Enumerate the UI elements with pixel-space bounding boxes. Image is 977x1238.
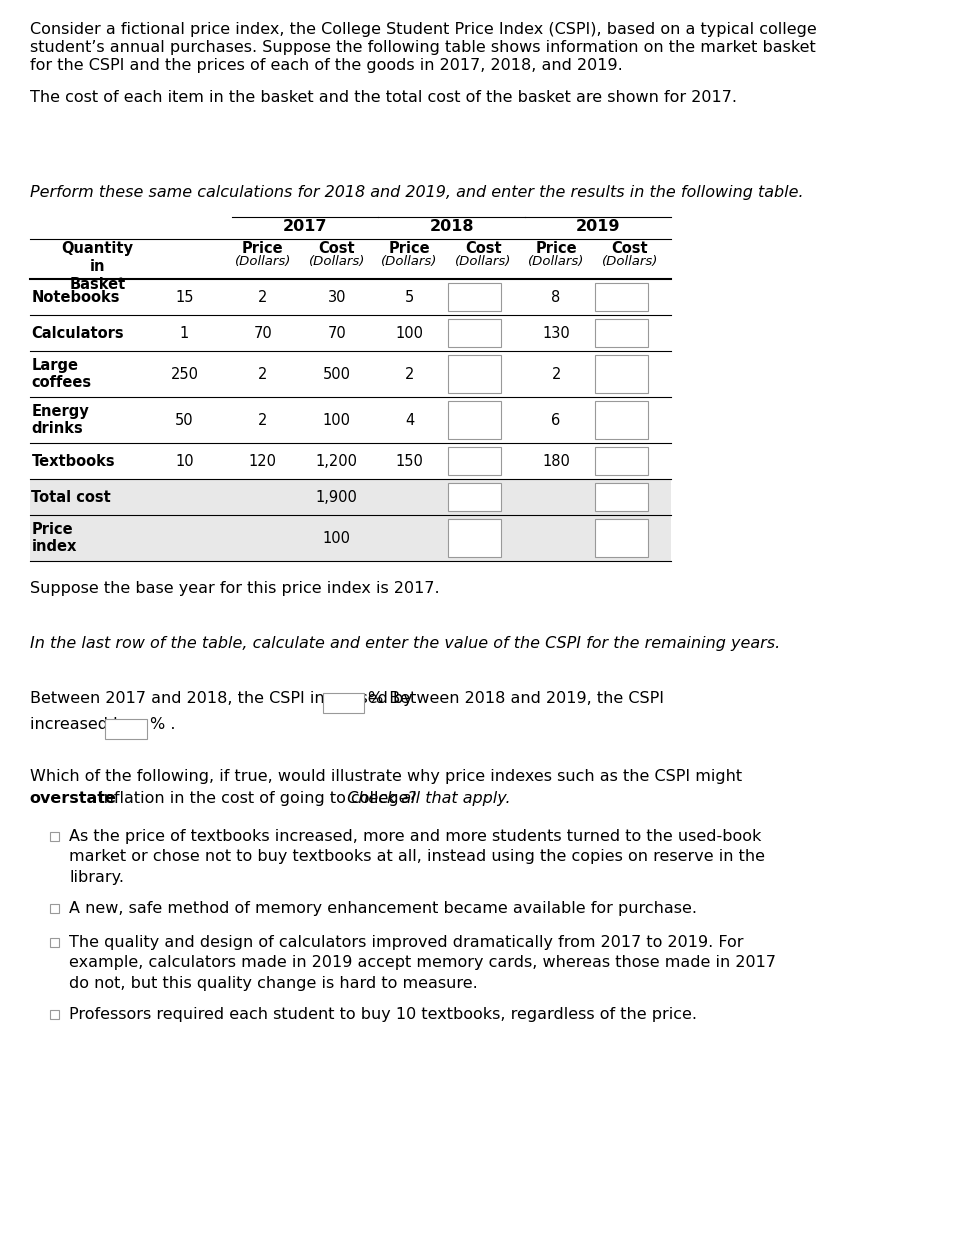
Text: 4: 4 (404, 412, 413, 427)
Text: As the price of textbooks increased, more and more students turned to the used-b: As the price of textbooks increased, mor… (69, 829, 765, 885)
Bar (594, 284, 647, 311)
Text: 6: 6 (551, 412, 560, 427)
Text: 50: 50 (175, 412, 193, 427)
Bar (29, 515, 671, 561)
Bar (322, 693, 364, 713)
Text: 1: 1 (180, 326, 189, 340)
Text: Large
coffees: Large coffees (31, 358, 92, 390)
Text: In the last row of the table, calculate and enter the value of the CSPI for the : In the last row of the table, calculate … (29, 636, 779, 651)
Text: 1,200: 1,200 (316, 453, 358, 468)
Text: Cost: Cost (319, 241, 355, 256)
Text: Quantity
in
Basket: Quantity in Basket (62, 241, 133, 292)
Text: Total cost: Total cost (31, 489, 111, 505)
Text: % .: % . (149, 717, 175, 732)
Text: Which of the following, if true, would illustrate why price indexes such as the : Which of the following, if true, would i… (29, 769, 741, 784)
Text: 2: 2 (404, 366, 414, 381)
Bar (29, 479, 671, 515)
Bar (51, 904, 59, 912)
Text: 100: 100 (395, 326, 423, 340)
Text: 30: 30 (327, 290, 346, 305)
Bar (51, 1009, 59, 1019)
Text: 100: 100 (322, 412, 351, 427)
Text: (Dollars): (Dollars) (381, 255, 438, 267)
Text: Energy
drinks: Energy drinks (31, 404, 89, 436)
Text: Cost: Cost (464, 241, 501, 256)
Text: 150: 150 (395, 453, 423, 468)
Text: Textbooks: Textbooks (31, 453, 115, 468)
Text: for the CSPI and the prices of each of the goods in 2017, 2018, and 2019.: for the CSPI and the prices of each of t… (29, 58, 621, 73)
Text: 2018: 2018 (429, 219, 474, 234)
Text: 5: 5 (404, 290, 413, 305)
Text: Perform these same calculations for 2018 and 2019, and enter the results in the : Perform these same calculations for 2018… (29, 184, 802, 201)
Text: 130: 130 (541, 326, 570, 340)
Text: Between 2017 and 2018, the CSPI increased by: Between 2017 and 2018, the CSPI increase… (29, 691, 412, 706)
Text: (Dollars): (Dollars) (528, 255, 583, 267)
Text: Price
index: Price index (31, 521, 77, 555)
Text: 1,900: 1,900 (316, 489, 358, 505)
Text: 2: 2 (258, 412, 268, 427)
Text: Cost: Cost (611, 241, 648, 256)
Text: 70: 70 (253, 326, 272, 340)
Text: 500: 500 (322, 366, 351, 381)
Text: Price: Price (534, 241, 576, 256)
Bar (447, 284, 501, 311)
Bar (594, 355, 647, 392)
Text: Suppose the base year for this price index is 2017.: Suppose the base year for this price ind… (29, 581, 439, 595)
Text: 2017: 2017 (282, 219, 327, 234)
Text: 2: 2 (551, 366, 560, 381)
Text: overstate: overstate (29, 791, 116, 806)
Text: The quality and design of calculators improved dramatically from 2017 to 2019. F: The quality and design of calculators im… (69, 935, 776, 990)
Text: (Dollars): (Dollars) (234, 255, 291, 267)
Bar (447, 483, 501, 511)
Text: 180: 180 (541, 453, 570, 468)
Text: Price: Price (388, 241, 430, 256)
Bar (447, 519, 501, 557)
Bar (594, 447, 647, 475)
Text: Check all that apply.: Check all that apply. (342, 791, 510, 806)
Bar (594, 319, 647, 347)
Bar (447, 355, 501, 392)
Text: 2: 2 (258, 366, 268, 381)
Text: student’s annual purchases. Suppose the following table shows information on the: student’s annual purchases. Suppose the … (29, 40, 815, 54)
Text: 10: 10 (175, 453, 193, 468)
Bar (594, 483, 647, 511)
Bar (51, 938, 59, 947)
Bar (447, 401, 501, 439)
Bar (106, 719, 147, 739)
Text: Notebooks: Notebooks (31, 290, 120, 305)
Text: Professors required each student to buy 10 textbooks, regardless of the price.: Professors required each student to buy … (69, 1006, 697, 1021)
Text: Consider a fictional price index, the College Student Price Index (CSPI), based : Consider a fictional price index, the Co… (29, 22, 816, 37)
Text: (Dollars): (Dollars) (454, 255, 511, 267)
Bar (447, 447, 501, 475)
Text: 100: 100 (322, 531, 351, 546)
Text: 8: 8 (551, 290, 560, 305)
Text: (Dollars): (Dollars) (601, 255, 658, 267)
Bar (594, 401, 647, 439)
Text: 2: 2 (258, 290, 268, 305)
Text: Price: Price (242, 241, 283, 256)
Text: 250: 250 (170, 366, 198, 381)
Text: inflation in the cost of going to college?: inflation in the cost of going to colleg… (94, 791, 416, 806)
Text: 15: 15 (175, 290, 193, 305)
Text: 120: 120 (249, 453, 276, 468)
Text: Calculators: Calculators (31, 326, 124, 340)
Text: %: % (366, 691, 382, 706)
Text: . Between 2018 and 2019, the CSPI: . Between 2018 and 2019, the CSPI (378, 691, 663, 706)
Bar (447, 319, 501, 347)
Bar (51, 832, 59, 841)
Bar (594, 519, 647, 557)
Text: 70: 70 (327, 326, 346, 340)
Text: increased by: increased by (29, 717, 132, 732)
Text: A new, safe method of memory enhancement became available for purchase.: A new, safe method of memory enhancement… (69, 900, 697, 915)
Text: The cost of each item in the basket and the total cost of the basket are shown f: The cost of each item in the basket and … (29, 90, 736, 105)
Text: 2019: 2019 (575, 219, 619, 234)
Text: (Dollars): (Dollars) (308, 255, 364, 267)
